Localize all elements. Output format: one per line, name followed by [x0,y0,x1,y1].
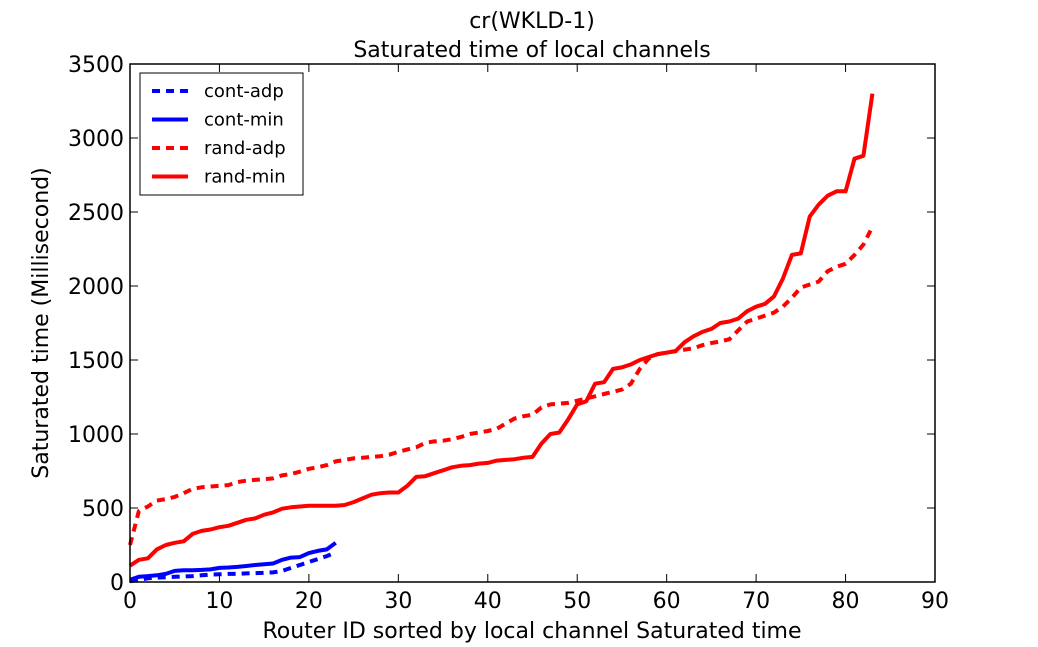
legend-label-cont-min: cont-min [204,110,284,131]
x-tick-label: 70 [742,589,770,614]
x-tick-label: 80 [832,589,860,614]
y-tick-label: 0 [110,571,124,596]
x-tick-label: 90 [921,589,949,614]
legend-label-rand-min: rand-min [204,167,286,188]
x-tick-label: 0 [123,589,137,614]
series-line-rand-min [128,93,875,568]
y-tick-label: 2000 [68,275,124,300]
y-tick-label: 1000 [68,423,124,448]
x-tick-label: 50 [563,589,591,614]
y-tick-label: 2500 [68,201,124,226]
x-tick-label: 20 [295,589,323,614]
legend-label-cont-adp: cont-adp [204,81,284,102]
chart-title: cr(WKLD-1) [469,9,595,34]
y-tick-label: 1500 [68,349,124,374]
y-tick-label: 3500 [68,53,124,78]
series-line-rand-adp [128,225,875,546]
y-tick-label: 3000 [68,127,124,152]
legend: cont-adp cont-min rand-adp rand-min [139,72,304,196]
x-axis-label: Router ID sorted by local channel Satura… [262,619,801,644]
x-tick-label: 40 [474,589,502,614]
y-tick-label: 500 [82,497,124,522]
plot-frame [129,63,936,583]
legend-label-rand-adp: rand-adp [204,138,286,159]
x-tick-label: 30 [384,589,412,614]
series-line-cont-min [129,541,337,582]
x-tick-label: 10 [205,589,233,614]
y-axis-label: Saturated time (Millisecond) [29,167,54,478]
chart-subtitle: Saturated time of local channels [353,38,710,63]
x-tick-label: 60 [653,589,681,614]
series-line-cont-adp [129,550,337,584]
